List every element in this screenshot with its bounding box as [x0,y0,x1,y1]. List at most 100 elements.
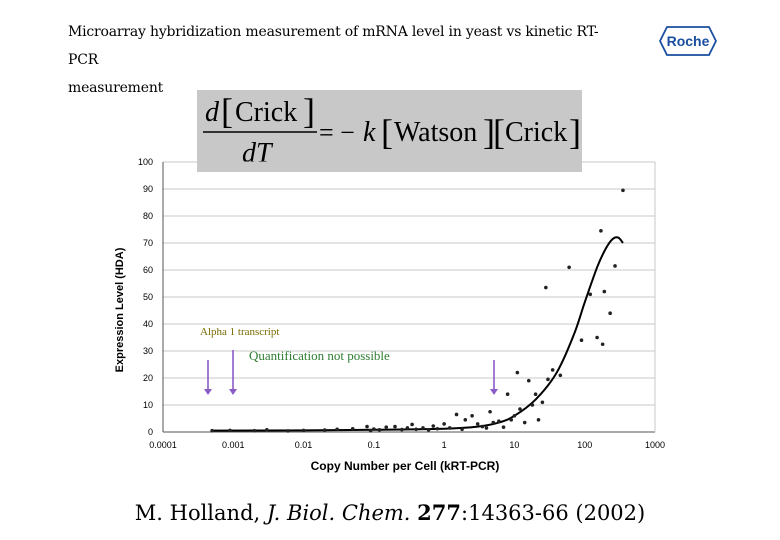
eq-bracket-r1: ] [303,91,315,131]
data-point [301,428,306,433]
data-point [579,338,584,342]
eq-crick-2: Crick [505,117,567,148]
data-point [505,392,510,396]
roche-logo: Roche [659,26,717,56]
data-point [410,422,414,427]
data-point [509,418,514,422]
data-point [602,289,607,294]
data-point [265,428,269,432]
citation-journal: J. Biol. Chem. [266,501,411,525]
eq-bracket-l1: [ [221,91,233,131]
y-tick-label: 100 [138,157,153,167]
data-point [558,373,563,378]
y-tick-label: 30 [143,346,153,356]
data-point [460,427,464,432]
y-tick-label: 40 [143,319,153,329]
data-point [393,424,397,429]
roche-logo-text: Roche [667,33,710,49]
data-point [621,188,625,193]
data-point [518,407,522,411]
x-tick-label: 0.0001 [149,440,177,450]
data-point [526,378,531,383]
data-point [530,403,535,407]
data-point [480,424,485,429]
eq-k: k [363,117,376,148]
x-tick-label: 0.001 [222,440,245,450]
eq-dT: dT [242,138,274,169]
data-point [544,285,548,290]
citation: M. Holland, J. Biol. Chem. 277:14363-66 … [0,500,780,525]
data-point [335,427,339,432]
y-tick-label: 50 [143,292,153,302]
x-tick-labels: 0.0001 0.001 0.01 0.1 1 10 100 1000 [149,440,665,450]
data-point [522,420,527,425]
y-tick-label: 60 [143,265,153,275]
arrow-head [490,389,498,395]
eq-watson: Watson [394,117,477,148]
eq-equals-minus: = − [319,118,355,147]
data-point [599,229,603,233]
eq-bracket-r2: ] [483,112,495,152]
citation-pages: :14363-66 (2002) [461,501,646,525]
equation-box: d [ Crick ] dT = − k [ Watson ] [ Crick … [197,90,582,172]
data-point [540,400,545,405]
data-point [497,419,501,424]
eq-bracket-l2: [ [381,112,393,152]
eq-d: d [205,97,220,128]
data-point [484,426,489,430]
x-tick-label: 1000 [645,440,665,450]
arrow-head [204,389,212,395]
data-point [431,424,436,428]
data-point [491,420,496,425]
data-point [421,426,425,430]
arrow-head [229,389,237,395]
data-point [286,429,290,433]
title-line-2: measurement [68,80,164,96]
chart-annotations: Alpha 1 transcript Quantification not po… [200,326,498,395]
citation-volume: 277 [417,500,462,525]
eq-bracket-r3: ] [569,112,581,152]
data-point [210,428,214,433]
data-point [515,370,520,375]
data-point [414,427,418,432]
annotation-arrows [204,350,498,395]
data-point [350,426,355,431]
data-point [546,377,550,382]
data-point [400,427,404,432]
data-point [228,428,232,433]
y-axis-label: Expression Level (HDA) [114,247,126,372]
title-line-1: Microarray hybridization measurement of … [68,24,599,68]
data-point [536,418,541,422]
data-point [488,409,492,414]
x-tick-label: 10 [509,440,519,450]
y-tick-label: 20 [143,373,153,383]
chart-grid [162,161,656,433]
y-tick-label: 0 [148,427,153,437]
data-point [608,311,612,315]
fit-curve [212,236,624,432]
x-tick-label: 0.1 [368,440,381,450]
eq-crick-1: Crick [235,97,297,128]
data-point [372,427,376,431]
slide-title: Microarray hybridization measurement of … [68,18,628,102]
data-point [588,292,593,297]
data-point [384,425,389,429]
x-tick-label: 100 [577,440,592,450]
data-point [501,425,506,429]
data-point [322,428,327,432]
data-point [595,335,599,340]
data-point [550,368,555,372]
y-tick-label: 90 [143,184,153,194]
data-point [405,426,410,430]
y-tick-label: 70 [143,238,153,248]
data-point [512,414,517,418]
data-point [463,418,468,422]
data-point [435,426,440,431]
y-tick-label: 80 [143,211,153,221]
eq-bracket-l3: [ [493,112,505,152]
data-point [470,414,474,418]
data-point [442,422,446,426]
data-point [447,426,452,430]
citation-authors: M. Holland, [134,501,267,525]
